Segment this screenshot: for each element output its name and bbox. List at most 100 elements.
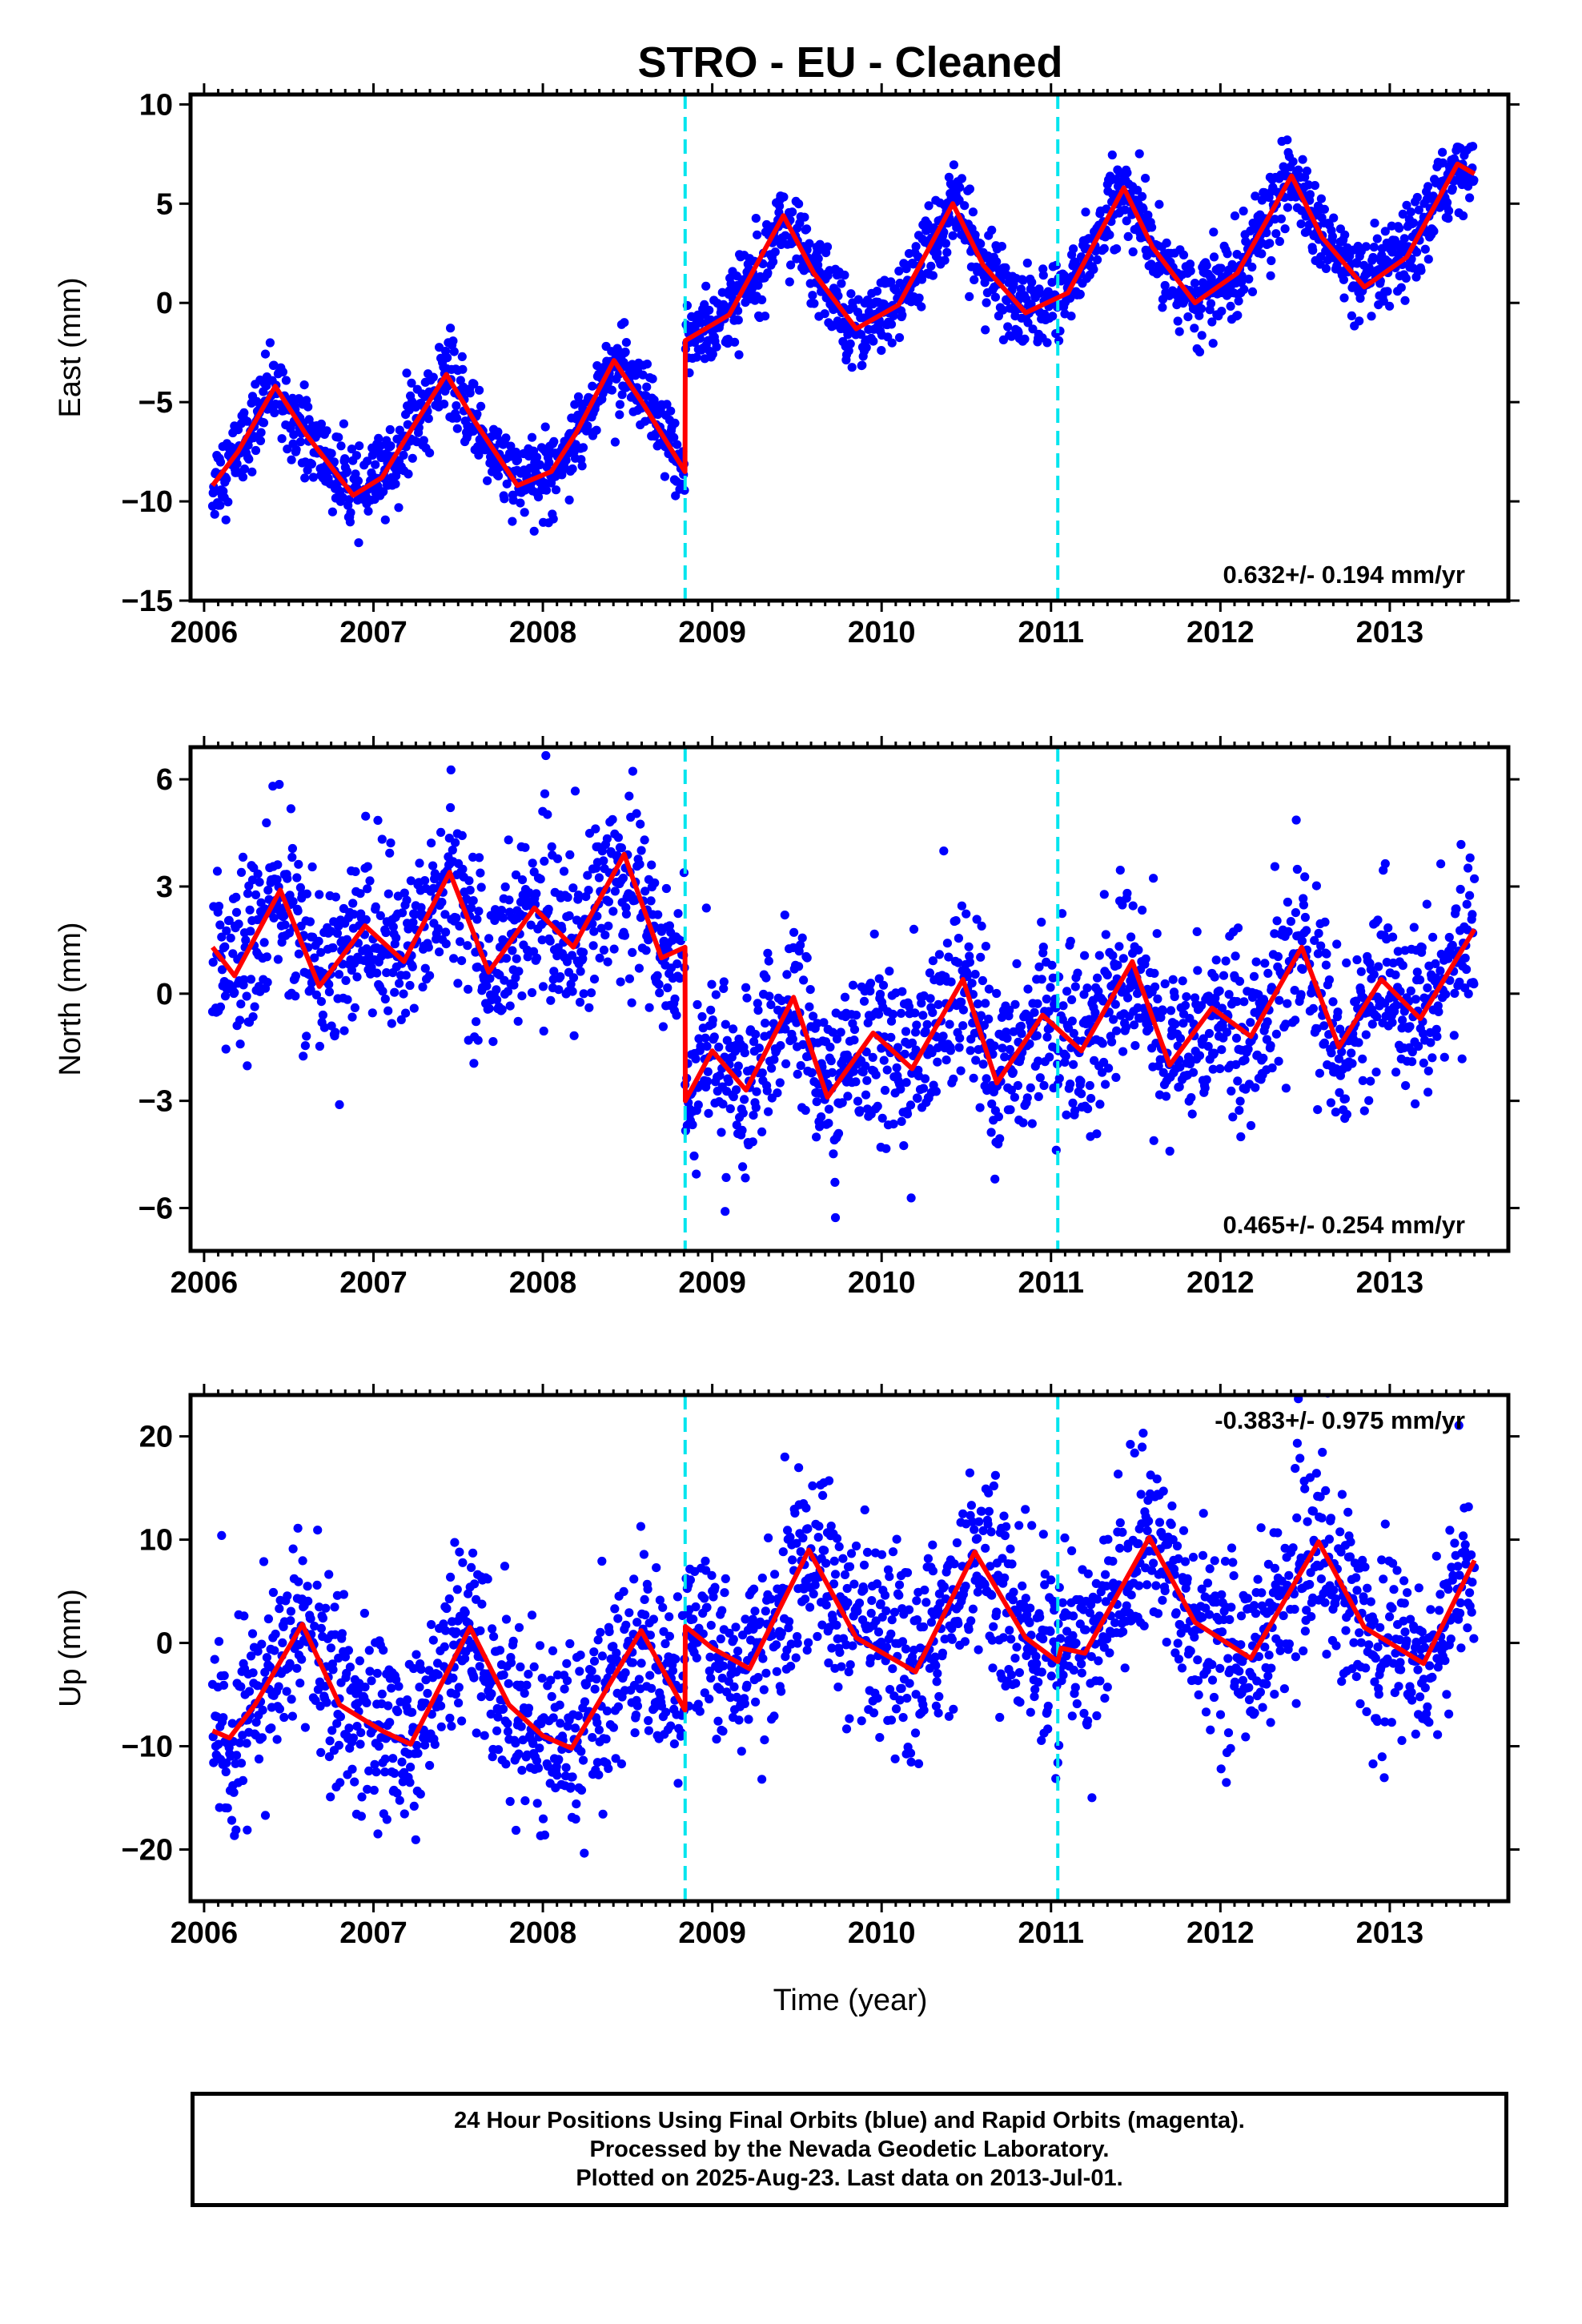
data-point: [1260, 959, 1270, 968]
data-point: [480, 1731, 489, 1740]
data-point: [397, 1757, 407, 1767]
data-point: [533, 493, 544, 502]
data-point: [1462, 964, 1472, 975]
data-point: [361, 811, 371, 821]
data-point: [280, 920, 290, 930]
data-point: [1438, 147, 1447, 157]
data-point: [812, 1097, 821, 1107]
data-point: [1173, 316, 1182, 326]
data-point: [424, 1666, 434, 1675]
data-point: [703, 1067, 713, 1076]
data-point: [691, 1054, 701, 1063]
data-point: [1027, 277, 1037, 287]
data-point: [769, 257, 778, 267]
data-point: [1355, 293, 1365, 304]
up-panel: 2006 2007 2008 2009 2010 2011 2012 201320100−10…: [54, 1384, 1520, 1950]
data-point: [528, 1739, 538, 1748]
data-point: [701, 281, 711, 291]
data-point: [318, 1010, 327, 1020]
data-point: [283, 1591, 292, 1601]
data-point: [1211, 955, 1221, 965]
data-point: [586, 988, 596, 998]
data-point: [1075, 289, 1085, 299]
data-point: [1291, 908, 1300, 918]
data-point: [1427, 1053, 1437, 1063]
data-point: [311, 990, 321, 999]
data-point: [881, 1144, 891, 1153]
data-point: [1300, 912, 1310, 923]
data-point: [673, 959, 682, 969]
data-point: [942, 939, 952, 948]
data-point: [1068, 1098, 1078, 1108]
data-point: [425, 1760, 435, 1771]
data-point: [1190, 279, 1200, 288]
data-point: [363, 506, 373, 516]
data-point: [1296, 219, 1306, 229]
data-point: [532, 1756, 542, 1766]
data-point: [210, 1655, 219, 1664]
data-point: [412, 1740, 422, 1751]
data-point: [861, 343, 871, 352]
data-point: [798, 1039, 808, 1049]
data-point: [527, 432, 537, 442]
data-point: [789, 927, 799, 937]
data-point: [1291, 815, 1301, 825]
data-point: [644, 1003, 654, 1012]
data-point: [563, 892, 572, 903]
data-point: [721, 1172, 731, 1182]
data-point: [1102, 970, 1112, 980]
data-point: [452, 913, 461, 923]
data-point: [1432, 1031, 1442, 1041]
data-point: [572, 1799, 581, 1809]
data-point: [1186, 1093, 1196, 1103]
data-point: [788, 207, 797, 217]
data-point: [552, 854, 563, 863]
data-point: [472, 409, 482, 419]
data-point: [222, 474, 231, 484]
data-point: [619, 1586, 628, 1596]
data-point: [1361, 242, 1371, 251]
data-point: [505, 1001, 515, 1011]
data-point: [629, 1574, 639, 1584]
data-point: [509, 980, 519, 990]
data-point: [1406, 207, 1415, 217]
data-point: [476, 1626, 485, 1635]
data-point: [1020, 334, 1030, 344]
data-point: [535, 1641, 545, 1651]
data-point: [482, 981, 492, 991]
data-point: [244, 454, 254, 464]
data-point: [886, 277, 896, 287]
data-point: [1297, 936, 1307, 946]
data-point: [295, 1679, 305, 1688]
data-point: [1182, 992, 1191, 1002]
data-point: [493, 427, 503, 436]
x-tick-label: 2006: [171, 1266, 239, 1300]
data-point: [299, 380, 309, 390]
data-point: [1416, 266, 1426, 275]
data-point: [1379, 296, 1388, 306]
data-point: [920, 1074, 930, 1084]
data-point: [693, 999, 702, 1010]
data-point: [1034, 962, 1044, 971]
data-point: [865, 979, 876, 988]
data-point: [875, 989, 885, 999]
data-point: [448, 336, 458, 346]
data-point: [1431, 1024, 1441, 1034]
data-point: [577, 461, 587, 471]
data-point: [693, 1100, 703, 1110]
data-point: [1398, 961, 1407, 971]
data-point: [1257, 249, 1267, 259]
data-point: [761, 1019, 770, 1028]
data-point: [942, 1055, 951, 1065]
data-point: [882, 1065, 892, 1075]
data-point: [394, 503, 404, 513]
x-tick-label: 2011: [1018, 1266, 1084, 1300]
data-point: [1247, 262, 1257, 272]
data-point: [219, 1680, 229, 1690]
data-point: [452, 1585, 462, 1594]
data-point: [578, 954, 588, 963]
data-point: [1033, 999, 1042, 1008]
data-point: [511, 448, 521, 457]
data-point: [555, 1700, 564, 1710]
y-tick-label: 6: [156, 763, 173, 797]
